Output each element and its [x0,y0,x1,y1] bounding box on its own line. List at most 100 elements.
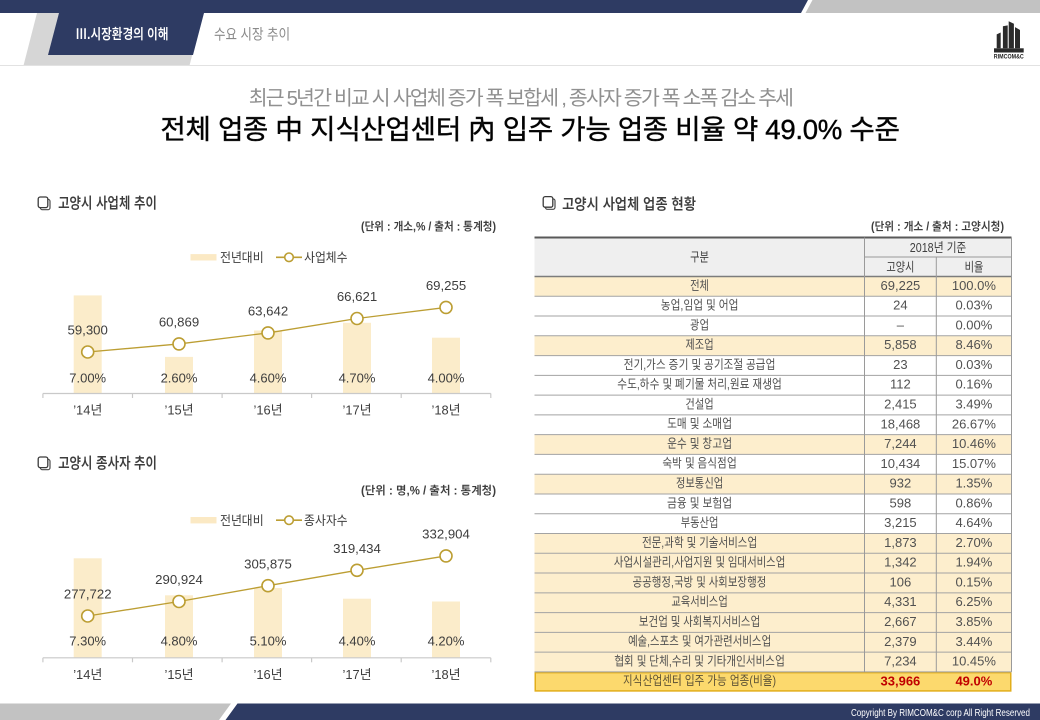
svg-text:0.16%: 0.16% [955,377,992,392]
svg-text:’17년: ’17년 [343,667,372,682]
svg-text:932: 932 [890,476,912,491]
svg-text:49.0%: 49.0% [955,673,992,688]
svg-text:금융 및 보험업: 금융 및 보험업 [667,495,732,510]
svg-text:0.03%: 0.03% [955,298,992,313]
svg-text:고양시 사업체 업종 현황: 고양시 사업체 업종 현황 [562,195,696,213]
svg-text:운수 및 창고업: 운수 및 창고업 [667,436,732,451]
svg-text:106: 106 [890,574,912,589]
svg-text:’15년: ’15년 [165,403,194,418]
svg-text:RIMCOM&C: RIMCOM&C [994,55,1025,61]
svg-text:지식산업센터 입주 가능 업종(비율): 지식산업센터 입주 가능 업종(비율) [623,673,776,688]
svg-text:농업,임업 및 어업: 농업,임업 및 어업 [661,298,739,313]
svg-text:277,722: 277,722 [64,587,112,602]
svg-text:보건업 및 사회복지서비스업: 보건업 및 사회복지서비스업 [639,614,760,629]
svg-text:교육서비스업: 교육서비스업 [671,594,727,609]
svg-text:305,875: 305,875 [244,556,292,571]
svg-text:7.30%: 7.30% [69,633,106,648]
svg-text:0.03%: 0.03% [955,357,992,372]
svg-text:598: 598 [890,495,912,510]
svg-text:’18년: ’18년 [432,403,461,418]
svg-text:63,642: 63,642 [248,304,288,319]
svg-text:광업: 광업 [690,317,709,332]
svg-text:69,255: 69,255 [426,278,466,293]
svg-text:7.00%: 7.00% [69,371,106,386]
svg-text:0.86%: 0.86% [955,495,992,510]
svg-text:정보통신업: 정보통신업 [676,475,723,490]
svg-text:수도,하수 및 폐기물 처리,원료 재생업: 수도,하수 및 폐기물 처리,원료 재생업 [617,377,781,392]
svg-text:’15년: ’15년 [165,667,194,682]
svg-text:5,858: 5,858 [884,337,917,352]
svg-text:건설업: 건설업 [685,396,713,411]
svg-text:’17년: ’17년 [343,403,372,418]
svg-text:0.15%: 0.15% [955,574,992,589]
svg-text:부동산업: 부동산업 [681,515,719,530]
svg-text:도매 및 소매업: 도매 및 소매업 [667,416,732,431]
svg-text:숙박 및 음식점업: 숙박 및 음식점업 [662,456,736,471]
svg-text:고양시: 고양시 [886,259,914,274]
svg-text:제조업: 제조업 [685,337,713,352]
svg-text:4.40%: 4.40% [339,633,376,648]
svg-text:2018년 기준: 2018년 기준 [910,240,967,255]
svg-text:사업체수: 사업체수 [304,250,348,265]
svg-text:전년대비: 전년대비 [220,250,264,265]
svg-text:26.67%: 26.67% [952,416,997,431]
svg-text:전기,가스 증기 및 공기조절 공급업: 전기,가스 증기 및 공기조절 공급업 [624,357,776,372]
svg-text:1,342: 1,342 [884,555,917,570]
svg-text:공공행정,국방 및 사회보장행정: 공공행정,국방 및 사회보장행정 [633,574,767,589]
svg-text:10,434: 10,434 [881,456,921,471]
svg-text:0.00%: 0.00% [955,317,992,332]
svg-text:3.49%: 3.49% [955,397,992,412]
svg-text:협회 및 단체,수리 및 기타개인서비스업: 협회 및 단체,수리 및 기타개인서비스업 [614,653,785,668]
svg-text:4.20%: 4.20% [428,633,465,648]
svg-text:100.0%: 100.0% [952,278,997,293]
svg-text:’14년: ’14년 [73,403,102,418]
svg-text:66,621: 66,621 [337,289,377,304]
svg-text:1.94%: 1.94% [955,555,992,570]
svg-text:’14년: ’14년 [73,667,102,682]
svg-text:Copyright By RIMCOM&C corp All: Copyright By RIMCOM&C corp All Right Res… [851,707,1030,719]
svg-text:비율: 비율 [965,259,984,274]
svg-text:4.70%: 4.70% [339,371,376,386]
svg-text:구분: 구분 [690,250,709,265]
svg-text:고양시 사업체 추이: 고양시 사업체 추이 [58,195,157,213]
svg-text:’18년: ’18년 [432,667,461,682]
svg-text:1.35%: 1.35% [955,476,992,491]
svg-text:’16년: ’16년 [254,667,283,682]
svg-text:2,667: 2,667 [884,614,917,629]
svg-text:10.46%: 10.46% [952,436,997,451]
svg-text:2,379: 2,379 [884,634,917,649]
svg-text:7,244: 7,244 [884,436,917,451]
svg-text:319,434: 319,434 [333,541,381,556]
svg-text:종사자수: 종사자수 [304,513,348,528]
svg-text:2.70%: 2.70% [955,535,992,550]
svg-text:60,869: 60,869 [159,315,199,330]
svg-text:24: 24 [893,298,907,313]
svg-text:(단위 : 개소 / 출처 : 고양시청): (단위 : 개소 / 출처 : 고양시청) [871,220,1004,234]
svg-text:112: 112 [890,377,911,392]
svg-text:수요 시장 추이: 수요 시장 추이 [214,27,290,44]
svg-text:4.64%: 4.64% [955,515,992,530]
svg-text:3.44%: 3.44% [955,634,992,649]
svg-text:332,904: 332,904 [422,527,470,542]
svg-text:고양시 종사자 추이: 고양시 종사자 추이 [58,455,157,473]
svg-text:예술,스포츠 및 여가관련서비스업: 예술,스포츠 및 여가관련서비스업 [628,634,771,649]
svg-text:23: 23 [893,357,907,372]
svg-text:59,300: 59,300 [68,323,108,338]
svg-text:6.25%: 6.25% [955,594,992,609]
svg-text:4.80%: 4.80% [161,633,198,648]
svg-text:4.60%: 4.60% [250,371,287,386]
svg-text:18,468: 18,468 [881,416,921,431]
svg-text:15.07%: 15.07% [952,456,997,471]
svg-text:3.85%: 3.85% [955,614,992,629]
svg-text:3,215: 3,215 [884,515,917,530]
svg-text:–: – [897,317,905,332]
svg-text:8.46%: 8.46% [955,337,992,352]
svg-text:1,873: 1,873 [884,535,917,550]
svg-text:69,225: 69,225 [881,278,921,293]
svg-text:(단위 : 개소,% / 출처 : 통계청): (단위 : 개소,% / 출처 : 통계청) [361,220,496,234]
svg-text:2,415: 2,415 [884,397,917,412]
svg-text:전문,과학 및 기술서비스업: 전문,과학 및 기술서비스업 [642,535,757,550]
svg-text:전체: 전체 [690,278,709,293]
svg-text:4.00%: 4.00% [428,371,465,386]
svg-text:5.10%: 5.10% [250,633,287,648]
